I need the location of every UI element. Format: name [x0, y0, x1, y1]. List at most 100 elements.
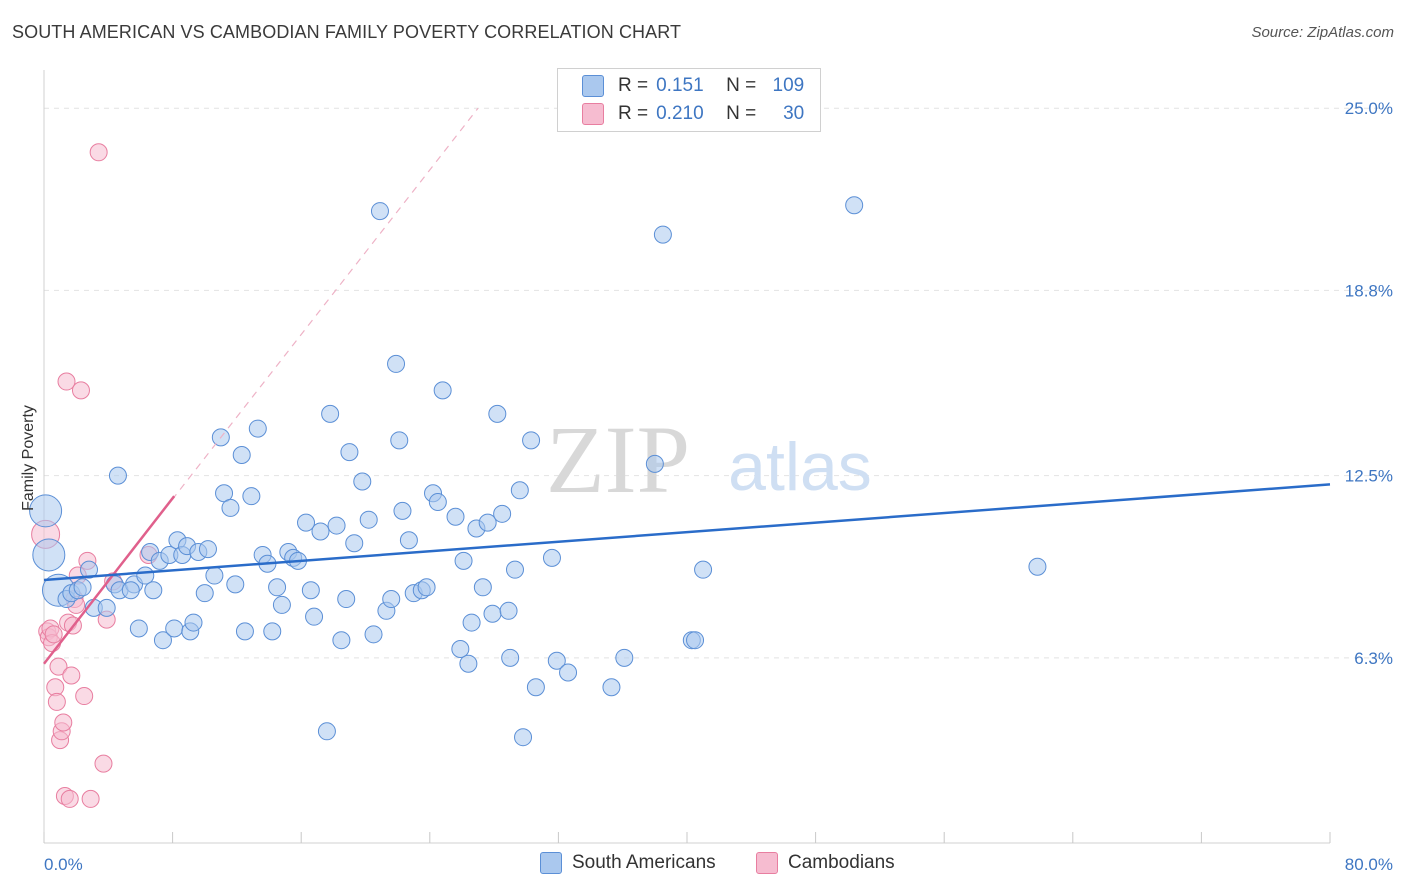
- south-american-point: [242, 487, 261, 506]
- south-american-point: [493, 504, 512, 523]
- south-american-point: [559, 663, 578, 682]
- cambodian-point: [71, 381, 90, 400]
- legend-r-value: 0.210: [656, 103, 704, 124]
- south-american-point: [393, 501, 412, 520]
- cambodian-point: [44, 625, 63, 644]
- south-american-point: [510, 481, 529, 500]
- bottom-legend-swatch-pink: [756, 852, 778, 874]
- south-american-point: [311, 522, 330, 541]
- south-american-point: [478, 513, 497, 532]
- south-american-point: [505, 560, 524, 579]
- axes: [43, 70, 1331, 844]
- south-american-point: [526, 678, 545, 697]
- legend-swatch-blue: [582, 75, 604, 97]
- south-american-point: [144, 581, 163, 600]
- bottom-legend-south-americans: South Americans: [540, 852, 716, 874]
- south-american-point: [473, 578, 492, 597]
- y-tick-label: 18.8%: [1345, 281, 1393, 300]
- south-americans-points: [29, 196, 1047, 747]
- south-americans-trend-line: [43, 483, 1331, 582]
- bottom-legend-label: Cambodians: [788, 852, 895, 873]
- south-american-point: [542, 548, 561, 567]
- south-american-point: [73, 578, 92, 597]
- cambodian-point: [89, 143, 108, 162]
- south-american-point: [153, 631, 172, 650]
- cambodian-point: [62, 666, 81, 685]
- south-american-point: [263, 622, 282, 641]
- south-american-point: [32, 538, 66, 572]
- south-american-point: [433, 381, 452, 400]
- south-american-point: [387, 354, 406, 373]
- y-tick-label: 6.3%: [1354, 649, 1393, 668]
- x-axis-max-label: 80.0%: [1345, 855, 1393, 874]
- watermark-zip: ZIP: [546, 406, 690, 513]
- south-american-point: [390, 431, 409, 450]
- south-american-point: [615, 648, 634, 667]
- south-american-point: [198, 540, 217, 559]
- south-american-point: [80, 560, 99, 579]
- south-american-point: [337, 590, 356, 609]
- cambodians-trend-line: [43, 495, 176, 665]
- cambodian-point: [60, 789, 79, 808]
- y-tick-labels: 6.3% 12.5% 18.8% 25.0%: [1345, 99, 1393, 668]
- south-american-point: [195, 584, 214, 603]
- south-american-point: [205, 566, 224, 585]
- south-american-point: [382, 590, 401, 609]
- south-american-point: [221, 498, 240, 517]
- south-american-point: [488, 404, 507, 423]
- south-american-point: [514, 728, 533, 747]
- south-american-point: [301, 581, 320, 600]
- bottom-legend-label: South Americans: [572, 852, 716, 873]
- cambodian-point: [49, 657, 68, 676]
- south-american-point: [459, 654, 478, 673]
- y-tick-label: 25.0%: [1345, 99, 1393, 118]
- cambodian-point: [57, 372, 76, 391]
- south-american-point: [184, 613, 203, 632]
- south-american-point: [428, 493, 447, 512]
- south-american-point: [686, 631, 705, 650]
- chart-title: SOUTH AMERICAN VS CAMBODIAN FAMILY POVER…: [12, 22, 682, 42]
- south-american-point: [501, 648, 520, 667]
- south-american-point: [232, 446, 251, 465]
- legend-row-cambodians: R = 0.210 N = 30: [582, 101, 804, 127]
- grid-lines: [44, 107, 1393, 659]
- cambodian-point: [54, 713, 73, 732]
- south-american-point: [417, 578, 436, 597]
- south-american-point: [272, 595, 291, 614]
- south-american-point: [370, 202, 389, 221]
- south-american-point: [1028, 557, 1047, 576]
- south-american-point: [462, 613, 481, 632]
- south-american-point: [327, 516, 346, 535]
- south-american-point: [446, 507, 465, 526]
- south-american-point: [399, 531, 418, 550]
- south-american-point: [547, 651, 566, 670]
- south-american-point: [364, 625, 383, 644]
- bottom-legend-swatch-blue: [540, 852, 562, 874]
- legend: R = 0.151 N = 109 R = 0.210 N = 30: [557, 68, 821, 132]
- y-axis-label: Family Poverty: [20, 405, 37, 511]
- legend-r-label: R =: [618, 103, 649, 124]
- legend-n-value: 109: [772, 75, 805, 96]
- south-american-point: [226, 575, 245, 594]
- south-american-point: [645, 454, 664, 473]
- south-american-point: [345, 534, 364, 553]
- south-american-point: [29, 494, 63, 528]
- south-american-point: [332, 631, 351, 650]
- trend-lines: [43, 107, 1331, 665]
- south-american-point: [235, 622, 254, 641]
- south-american-point: [297, 513, 316, 532]
- y-tick-label: 12.5%: [1345, 467, 1393, 486]
- south-american-point: [268, 578, 287, 597]
- legend-swatch-pink: [582, 103, 604, 125]
- south-american-point: [165, 619, 184, 638]
- south-american-point: [317, 722, 336, 741]
- south-american-point: [248, 419, 267, 438]
- south-american-point: [121, 581, 140, 600]
- south-american-point: [451, 640, 470, 659]
- south-american-point: [483, 604, 502, 623]
- legend-n-label: N =: [726, 103, 757, 124]
- legend-row-south-americans: R = 0.151 N = 109: [582, 73, 804, 99]
- legend-n-value: 30: [783, 103, 805, 124]
- south-american-point: [359, 510, 378, 529]
